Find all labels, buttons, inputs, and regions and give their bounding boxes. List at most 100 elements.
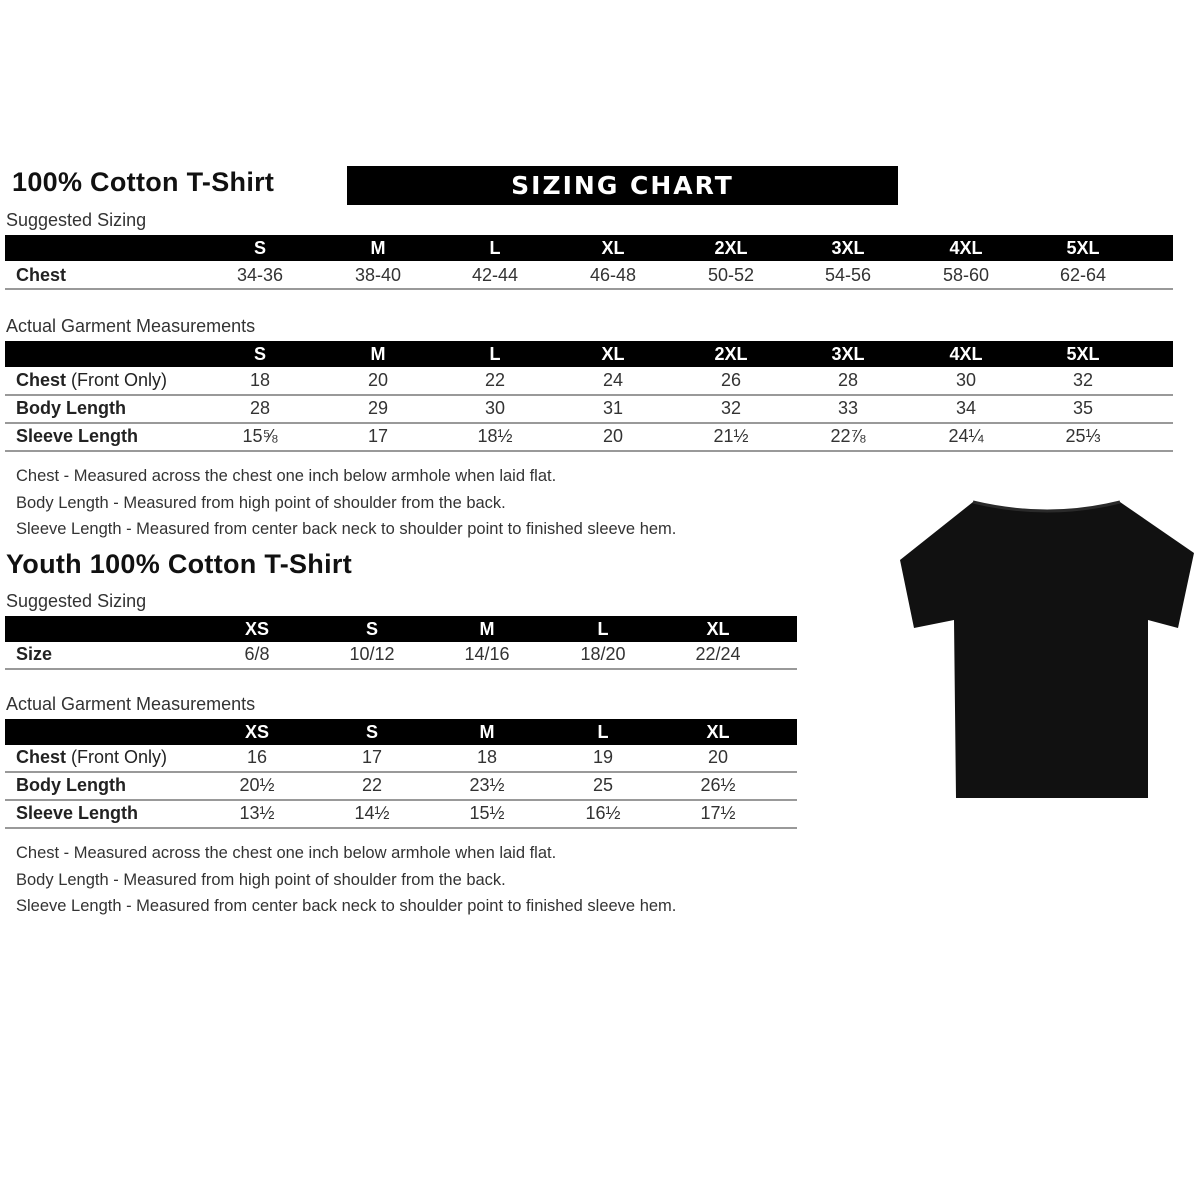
table-cell: 22 [361, 775, 383, 795]
table-cell: 18 [249, 370, 271, 390]
table-cell: 18 [476, 747, 498, 767]
table-cell: 29 [367, 398, 389, 418]
header-bar [5, 235, 1173, 261]
table-cell: 46-48 [589, 265, 637, 285]
row-label: Size [16, 644, 52, 665]
size-header: L [489, 238, 501, 258]
table-cell: 30 [484, 398, 506, 418]
note-line: Body Length - Measured from high point o… [16, 870, 506, 889]
table-caption: Actual Garment Measurements [6, 316, 256, 336]
row-divider [5, 450, 1173, 452]
table-cell: 20 [367, 370, 389, 390]
size-header: XS [244, 619, 270, 639]
note-line: Body Length - Measured from high point o… [16, 493, 506, 512]
size-header: 4XL [949, 344, 983, 364]
size-header: 3XL [831, 238, 865, 258]
table-cell: 14/16 [464, 644, 510, 664]
table-cell: 58-60 [942, 265, 990, 285]
row-label: Chest (Front Only) [16, 370, 167, 391]
sizing-chart-banner: SIZING CHART [347, 166, 898, 205]
table-cell: 19 [592, 747, 614, 767]
table-caption: Suggested Sizing [6, 210, 147, 230]
size-header: L [597, 619, 609, 639]
size-header: 4XL [949, 238, 983, 258]
table-cell: 22/24 [695, 644, 741, 664]
row-label-text: Size [16, 644, 53, 664]
table-caption: Actual Garment Measurements [6, 694, 256, 714]
size-header: 5XL [1066, 344, 1100, 364]
table-cell: 32 [720, 398, 742, 418]
size-header: 5XL [1066, 238, 1100, 258]
table-cell: 17 [361, 747, 383, 767]
table-cell: 14½ [354, 803, 390, 823]
row-divider [5, 799, 797, 801]
table-cell: 35 [1072, 398, 1094, 418]
size-header: L [597, 722, 609, 742]
size-header: M [479, 619, 495, 639]
row-label-text: Sleeve Length [16, 426, 139, 446]
table-cell: 34-36 [236, 265, 284, 285]
row-label-text: Body Length [16, 398, 126, 418]
size-header: S [253, 238, 267, 258]
note-line: Sleeve Length - Measured from center bac… [16, 520, 677, 538]
size-header: M [370, 238, 386, 258]
row-label: Sleeve Length [16, 803, 138, 824]
table-cell: 62-64 [1059, 265, 1107, 285]
row-divider [5, 771, 797, 773]
table-caption: Suggested Sizing [6, 591, 147, 611]
note-line: Sleeve Length - Measured from center bac… [16, 897, 677, 915]
table-cell: 16 [246, 747, 268, 767]
size-header: XL [601, 344, 625, 364]
size-header: XL [706, 722, 730, 742]
size-header: M [370, 344, 386, 364]
black-tshirt-icon [900, 500, 1194, 798]
table-cell: 10/12 [349, 644, 395, 664]
table-cell: 28 [249, 398, 271, 418]
size-header: XL [706, 619, 730, 639]
table-cell: 28 [837, 370, 859, 390]
row-divider [5, 422, 1173, 424]
row-label-text: Chest [16, 265, 67, 285]
row-label: Chest (Front Only) [16, 747, 167, 768]
table-cell: 22 [484, 370, 506, 390]
size-header: 2XL [714, 344, 748, 364]
row-label: Body Length [16, 775, 126, 796]
table-cell: 42-44 [471, 265, 519, 285]
row-label-text: Sleeve Length [16, 803, 139, 823]
table-cell: 20 [707, 747, 729, 767]
row-label-suffix: (Front Only) [66, 747, 168, 767]
table-cell: 24 [602, 370, 624, 390]
table-cell: 23½ [469, 775, 505, 795]
row-divider [5, 827, 797, 829]
size-header: XS [244, 722, 270, 742]
table-cell: 15⅝ [242, 426, 278, 446]
note-line: Chest - Measured across the chest one in… [16, 467, 557, 485]
size-header: S [253, 344, 267, 364]
row-label: Chest [16, 265, 66, 286]
table-cell: 22⅞ [830, 426, 866, 446]
row-label: Body Length [16, 398, 126, 419]
adult-title: 100% Cotton T-Shirt [12, 167, 275, 197]
size-header: S [365, 619, 379, 639]
note-line: Chest - Measured across the chest one in… [16, 844, 557, 862]
table-cell: 34 [955, 398, 977, 418]
row-label-text: Chest [16, 370, 67, 390]
table-cell: 21½ [713, 426, 749, 446]
table-cell: 17½ [700, 803, 736, 823]
row-label-suffix: (Front Only) [66, 370, 168, 390]
size-header: M [479, 722, 495, 742]
table-cell: 32 [1072, 370, 1094, 390]
youth-title: Youth 100% Cotton T-Shirt [6, 549, 352, 579]
table-cell: 50-52 [707, 265, 755, 285]
header-bar [5, 341, 1173, 367]
row-divider [5, 288, 1173, 290]
size-header: S [365, 722, 379, 742]
table-cell: 18½ [477, 426, 513, 446]
table-cell: 33 [837, 398, 859, 418]
row-divider [5, 394, 1173, 396]
table-cell: 54-56 [824, 265, 872, 285]
table-cell: 18/20 [580, 644, 626, 664]
row-divider [5, 668, 797, 670]
table-cell: 20 [602, 426, 624, 446]
